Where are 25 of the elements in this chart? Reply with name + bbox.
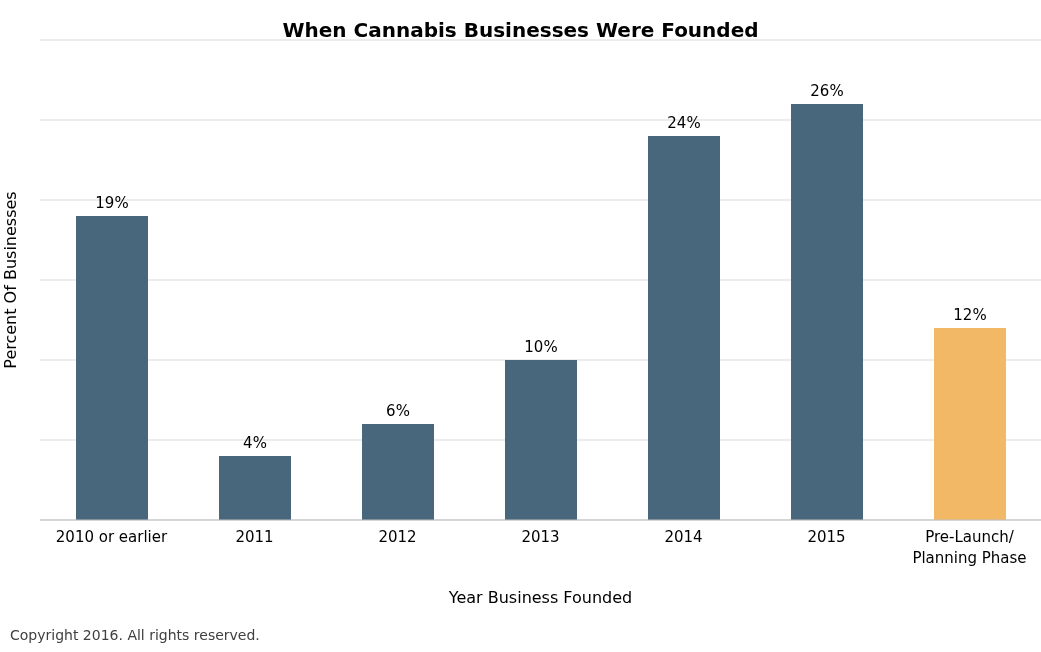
data-label: 12%	[953, 306, 987, 324]
data-label: 19%	[95, 194, 129, 212]
x-tick-label: 2011	[235, 528, 274, 546]
y-axis-title: Percent Of Businesses	[0, 191, 20, 369]
bar	[505, 360, 577, 520]
data-label: 10%	[524, 338, 558, 356]
bar	[791, 104, 863, 520]
x-axis-title: Year Business Founded	[447, 588, 634, 607]
x-tick-label: 2010 or earlier	[55, 528, 169, 546]
x-tick-label: 2013	[521, 528, 560, 546]
x-tick-label: 2015	[807, 528, 846, 546]
x-tick-label: Pre-Launch/ Planning Phase	[912, 528, 1027, 567]
text: Copyright 2016. All rights reserved.	[10, 627, 260, 643]
data-label: 6%	[386, 402, 410, 420]
data-label: 26%	[810, 82, 844, 100]
bar	[934, 328, 1006, 520]
chart-title: When Cannabis Businesses Were Founded	[281, 18, 760, 42]
x-tick-label: 2014	[664, 528, 703, 546]
bar	[362, 424, 434, 520]
bar	[648, 136, 720, 520]
x-tick-label: 2012	[378, 528, 417, 546]
data-label: 4%	[243, 434, 267, 452]
data-label: 24%	[667, 114, 701, 132]
bar	[219, 456, 291, 520]
bar	[76, 216, 148, 520]
